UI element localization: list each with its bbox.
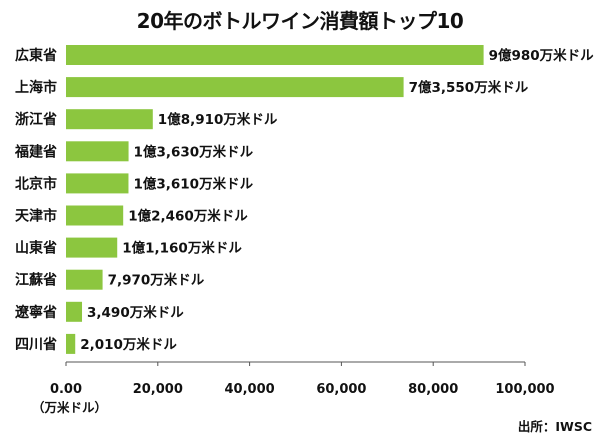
x-tick-label: 20,000	[133, 382, 183, 397]
bar	[66, 333, 76, 354]
category-label: 北京市	[15, 175, 57, 192]
value-label: 1億3,610万米ドル	[133, 175, 253, 192]
value-label: 1億8,910万米ドル	[158, 111, 278, 128]
bar	[66, 205, 124, 226]
bar	[66, 301, 83, 322]
x-tick-label: 0.00	[50, 382, 82, 397]
bar	[66, 45, 484, 65]
x-tick-label: 80,000	[408, 382, 458, 397]
category-label: 浙江省	[15, 111, 57, 128]
value-label: 7,970万米ドル	[108, 272, 205, 289]
category-label: 四川省	[15, 336, 57, 353]
source-note: 出所：IWSC	[518, 419, 592, 434]
category-label: 遼寧省	[15, 304, 57, 321]
value-label: 1億2,460万米ドル	[128, 208, 248, 225]
bar	[66, 269, 103, 290]
bar	[66, 109, 153, 130]
category-label: 上海市	[15, 79, 57, 96]
value-label: 9億980万米ドル	[489, 47, 595, 64]
value-label: 3,490万米ドル	[87, 304, 184, 321]
value-label: 2,010万米ドル	[80, 336, 177, 353]
category-label: 江蘇省	[15, 272, 57, 289]
bar	[66, 237, 118, 258]
bar	[66, 141, 129, 162]
category-label: 福建省	[14, 143, 57, 160]
bar	[66, 173, 129, 194]
x-tick-label: 100,000	[495, 382, 554, 397]
value-label: 1億1,160万米ドル	[122, 240, 242, 257]
category-label: 山東省	[15, 240, 57, 257]
x-tick-label: 40,000	[225, 382, 275, 397]
category-label: 広東省	[15, 47, 57, 64]
x-axis-ticks: 0.00 20,000 40,000 60,000 80,000 100,000	[50, 362, 555, 397]
x-axis-unit-label: （万米ドル）	[32, 400, 107, 415]
chart-title: 20年のボトルワイン消費額トップ10	[136, 9, 464, 33]
category-label: 天津市	[15, 208, 57, 225]
value-label: 7億3,550万米ドル	[409, 79, 529, 96]
value-label: 1億3,630万米ドル	[134, 143, 254, 160]
bar	[66, 77, 404, 98]
x-tick-label: 60,000	[316, 382, 366, 397]
